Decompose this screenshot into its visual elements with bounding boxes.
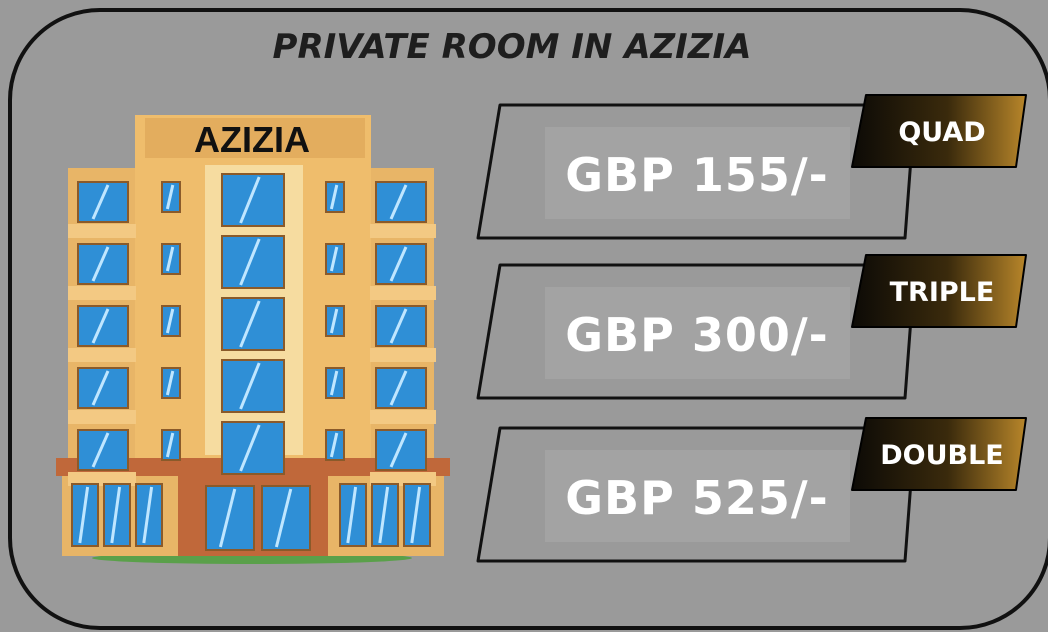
window — [262, 486, 310, 550]
window — [206, 486, 254, 550]
building-illustration — [56, 115, 450, 564]
tag-label: QUAD — [898, 117, 985, 148]
window — [222, 174, 284, 226]
poster: PRIVATE ROOM IN AZIZIA AZIZIA GBP 155/- Q… — [0, 0, 1048, 632]
balcony — [68, 410, 136, 424]
window — [222, 360, 284, 412]
window — [222, 422, 284, 474]
tag-label: DOUBLE — [880, 440, 1004, 471]
window — [222, 298, 284, 350]
tag-label: TRIPLE — [890, 277, 995, 308]
balcony — [370, 286, 436, 300]
window — [222, 236, 284, 288]
price: GBP 300/- — [565, 308, 828, 362]
window — [376, 430, 426, 470]
window — [376, 244, 426, 284]
price: GBP 525/- — [565, 471, 828, 525]
balcony — [68, 286, 136, 300]
window — [78, 368, 128, 408]
balcony — [370, 224, 436, 238]
balcony — [68, 348, 136, 362]
window — [78, 244, 128, 284]
window — [78, 306, 128, 346]
window — [78, 182, 128, 222]
balcony — [370, 410, 436, 424]
window — [78, 430, 128, 470]
window — [376, 368, 426, 408]
window — [376, 306, 426, 346]
balcony — [370, 348, 436, 362]
price: GBP 155/- — [565, 148, 828, 202]
window — [376, 182, 426, 222]
building-label: AZIZIA — [194, 119, 310, 160]
title: PRIVATE ROOM IN AZIZIA — [273, 27, 752, 67]
balcony — [68, 224, 136, 238]
